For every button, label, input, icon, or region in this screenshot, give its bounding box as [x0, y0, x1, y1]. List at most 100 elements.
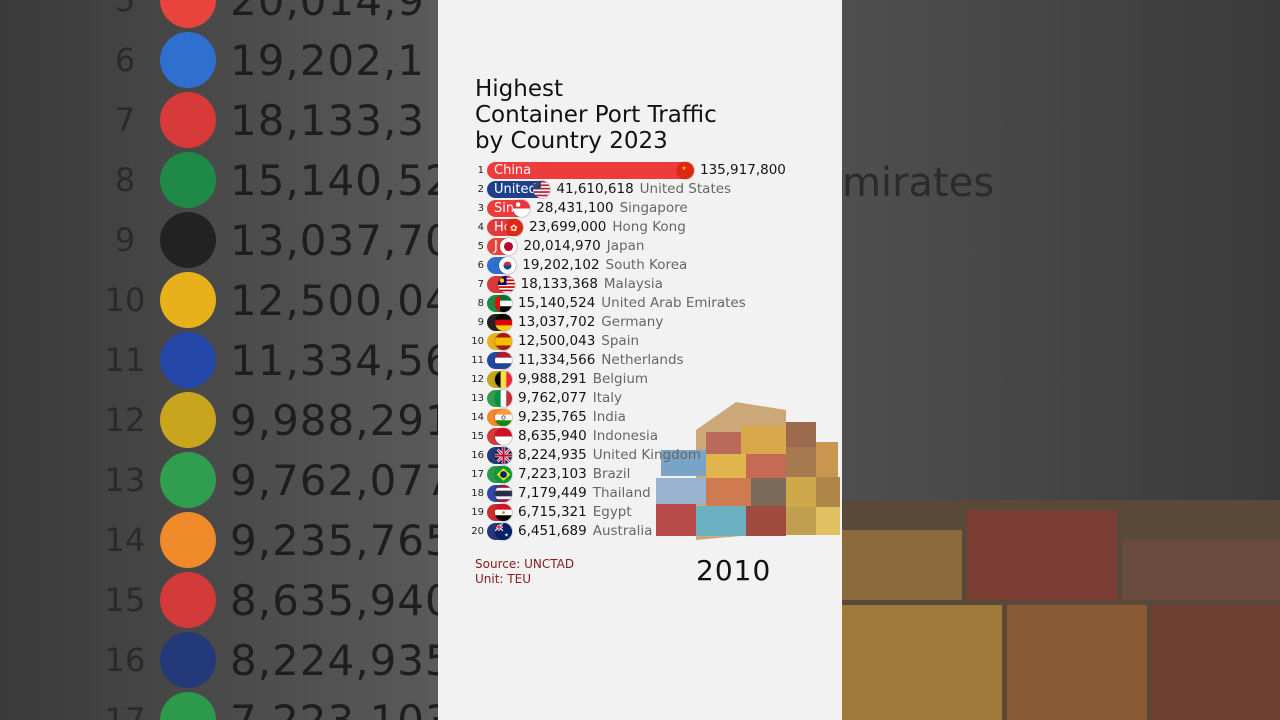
svg-text:★: ★ — [682, 165, 687, 172]
bar-row: 7 18,133,368 Malaysia — [438, 275, 842, 294]
country-name: Singapore — [619, 200, 688, 216]
rank-label: 6 — [477, 260, 484, 271]
value-number: 9,762,077 — [518, 390, 587, 406]
rank-label: 15 — [471, 431, 484, 442]
value-label: 135,917,800 — [700, 161, 786, 180]
japan-flag-icon — [500, 238, 518, 255]
value-label: 7,179,449 Thailand — [518, 484, 651, 503]
blurred-background-left: 5 20,014,9 6 19,202,1 7 18,133,3 8 15,140,52 9 13… — [0, 0, 438, 720]
value-label: 11,334,566 Netherlands — [518, 351, 684, 370]
value-number: 11,334,566 — [518, 352, 596, 368]
blurred-row: 9 13,037,70 — [100, 210, 438, 270]
rank-label: 19 — [471, 507, 484, 518]
china-flag-icon: ★ — [677, 162, 694, 179]
blurred-value: 12,500,04 — [230, 275, 438, 325]
country-name: Germany — [601, 314, 664, 330]
value-label: 9,762,077 Italy — [518, 389, 622, 408]
blurred-containers-image — [842, 500, 1280, 720]
country-name: United Arab Emirates — [601, 295, 746, 311]
thailand-flag-icon — [495, 485, 512, 502]
rank-label: 13 — [471, 393, 484, 404]
blurred-row: 10 12,500,04 — [100, 270, 438, 330]
rank-label: 17 — [471, 469, 484, 480]
value-number: 8,224,935 — [518, 447, 587, 463]
svg-text:★: ★ — [504, 533, 509, 539]
blurred-flag-icon — [160, 452, 216, 508]
southkorea-flag-icon — [499, 257, 517, 274]
singapore-flag-icon — [513, 200, 531, 217]
value-label: 12,500,043 Spain — [518, 332, 639, 351]
blurred-rank: 8 — [114, 161, 136, 199]
country-name: Egypt — [592, 504, 632, 520]
country-name: Indonesia — [592, 428, 659, 444]
blurred-flag-icon — [160, 572, 216, 628]
chart-title-line-3: by Country 2023 — [475, 128, 668, 154]
value-label: 41,610,618 United States — [556, 180, 731, 199]
blurred-value: 8,635,940 — [230, 575, 438, 625]
blurred-value: 7,223,103 — [230, 695, 438, 720]
indonesia-flag-icon — [495, 428, 512, 445]
year-label: 2010 — [696, 554, 772, 587]
country-name: Hong Kong — [612, 219, 686, 235]
blurred-value: 13,037,70 — [230, 215, 438, 265]
blurred-flag-icon — [160, 392, 216, 448]
chart-source-note: Source: UNCTAD Unit: TEU — [475, 557, 574, 587]
chart-panel: Highest Container Port Traffic by Countr… — [438, 0, 842, 720]
blurred-flag-icon — [160, 152, 216, 208]
rank-label: 1 — [477, 165, 484, 176]
blurred-value: 11,334,56 — [230, 335, 438, 385]
bar-row: 3 Singapore28,431,100 Singapore — [438, 199, 842, 218]
blurred-value: 20,014,9 — [230, 0, 426, 25]
uk-flag-icon — [495, 447, 512, 464]
value-number: 23,699,000 — [529, 219, 607, 235]
bar-row: 18 7,179,449 Thailand — [438, 484, 842, 503]
value-label: 6,451,689 Australia — [518, 522, 652, 541]
country-name: United States — [639, 181, 732, 197]
blurred-rank: 5 — [114, 0, 136, 19]
value-label: 15,140,524 United Arab Emirates — [518, 294, 746, 313]
rank-label: 11 — [471, 355, 484, 366]
blurred-value: 9,988,291 — [230, 395, 438, 445]
rank-label: 18 — [471, 488, 484, 499]
brazil-flag-icon — [495, 466, 512, 483]
blurred-row: 7 18,133,3 — [100, 90, 425, 150]
country-name: Belgium — [592, 371, 649, 387]
unit-label: Unit: TEU — [475, 572, 531, 586]
blurred-rank: 10 — [104, 281, 146, 319]
bar-row: 6 19,202,102 South Korea — [438, 256, 842, 275]
country-name: Thailand — [592, 485, 651, 501]
bar-row: 10 12,500,043 Spain — [438, 332, 842, 351]
malaysia-flag-icon — [497, 276, 515, 293]
rank-label: 7 — [477, 279, 484, 290]
country-name: India — [592, 409, 626, 425]
chart-title: Highest Container Port Traffic by Countr… — [475, 76, 717, 154]
value-number: 18,133,368 — [520, 276, 598, 292]
blurred-row: 12 9,988,291 — [100, 390, 438, 450]
blurred-row: 15 8,635,940 — [100, 570, 438, 630]
bar-row: 17 7,223,103 Brazil — [438, 465, 842, 484]
italy-flag-icon — [495, 390, 512, 407]
value-label: 28,431,100 Singapore — [536, 199, 687, 218]
value-label: 20,014,970 Japan — [523, 237, 644, 256]
bar-row: 20 ★ 6,451,689 Australia — [438, 522, 842, 541]
bar-row: 11 11,334,566 Netherlands — [438, 351, 842, 370]
blurred-rank: 6 — [114, 41, 136, 79]
blurred-rank: 12 — [104, 401, 146, 439]
country-name: South Korea — [605, 257, 688, 273]
blurred-flag-icon — [160, 632, 216, 688]
value-label: 13,037,702 Germany — [518, 313, 663, 332]
rank-label: 8 — [477, 298, 484, 309]
country-name: Japan — [606, 238, 645, 254]
value-label: 6,715,321 Egypt — [518, 503, 632, 522]
bar-row: 13 9,762,077 Italy — [438, 389, 842, 408]
value-label: 18,133,368 Malaysia — [521, 275, 663, 294]
blurred-row: 8 15,140,52 — [100, 150, 438, 210]
value-number: 135,917,800 — [700, 162, 786, 178]
value-number: 12,500,043 — [518, 333, 596, 349]
netherlands-flag-icon — [495, 352, 512, 369]
blurred-rank: 17 — [104, 701, 146, 720]
value-label: 9,235,765 India — [518, 408, 626, 427]
bar-row: 15 8,635,940 Indonesia — [438, 427, 842, 446]
bar-row: 8 15,140,524 United Arab Emirates — [438, 294, 842, 313]
uae-flag-icon — [495, 295, 512, 312]
